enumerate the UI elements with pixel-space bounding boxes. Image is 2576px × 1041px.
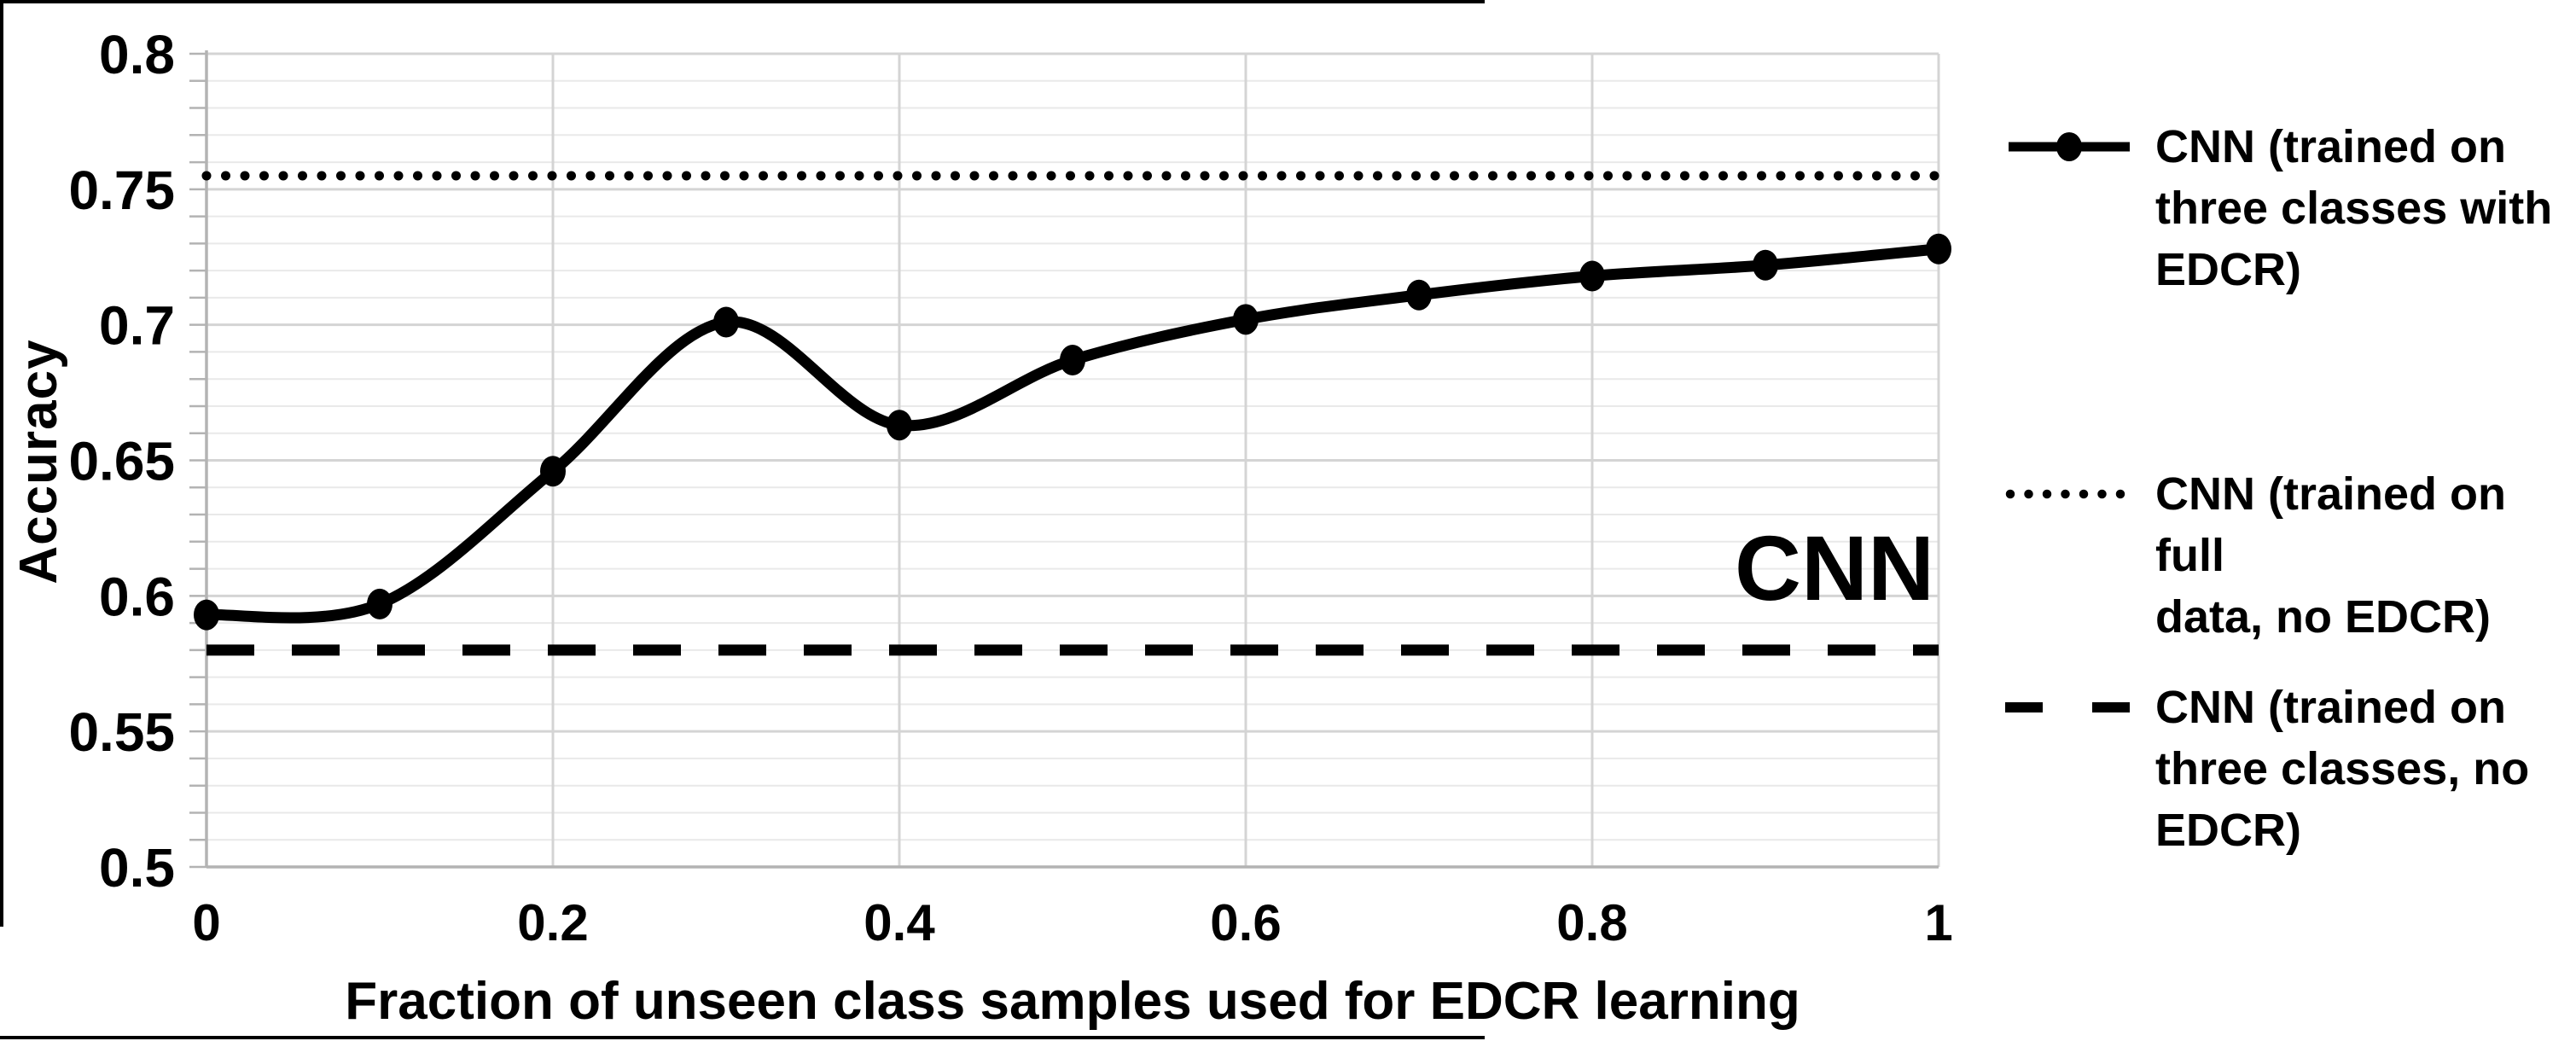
legend-label: CNN (trained on three classes, no EDCR)	[2155, 682, 2530, 856]
data-point-marker	[540, 456, 566, 487]
x-tick-label: 1	[1924, 894, 1952, 951]
page-left-rule	[0, 0, 3, 927]
data-point-marker	[1233, 304, 1259, 335]
y-axis-title: Accuracy	[9, 339, 68, 584]
page-top-rule	[0, 0, 1485, 3]
data-point-marker	[1926, 233, 1951, 265]
x-tick-label: 0	[192, 894, 220, 951]
data-point-marker	[1406, 279, 1432, 311]
chart-legend: CNN (trained on three classes with EDCR)…	[2005, 0, 2576, 1041]
data-point-marker	[1579, 260, 1605, 292]
data-point-marker	[367, 588, 393, 619]
legend-label: CNN (trained on three classes with EDCR)	[2155, 121, 2553, 295]
data-point-marker	[1753, 249, 1778, 281]
legend-item-cnn-three-classes: CNN (trained on three classes, no EDCR)	[2005, 677, 2576, 861]
y-tick-label: 0.7	[99, 295, 175, 357]
x-tick-label: 0.8	[1556, 894, 1627, 951]
x-tick-label: 0.2	[517, 894, 588, 951]
y-tick-label: 0.65	[68, 431, 175, 492]
x-axis-title: Fraction of unseen class samples used fo…	[345, 972, 1800, 1031]
dashed-line-icon	[2005, 702, 2133, 712]
y-tick-label: 0.6	[99, 566, 175, 627]
page-bottom-rule	[0, 1036, 1485, 1039]
y-tick-label: 0.8	[99, 24, 175, 85]
legend-item-cnn-full-data: CNN (trained on full data, no EDCR)	[2005, 463, 2576, 648]
solid-line-with-marker-icon	[2009, 132, 2130, 161]
y-tick-label: 0.55	[68, 701, 175, 763]
cnn-annotation: CNN	[1735, 516, 1934, 619]
data-point-marker	[713, 306, 739, 338]
x-tick-label: 0.4	[864, 894, 935, 951]
dotted-line-icon	[2005, 489, 2133, 499]
data-point-marker	[194, 599, 219, 631]
data-point-marker	[887, 410, 912, 441]
y-tick-label: 0.5	[99, 837, 175, 899]
legend-item-cnn-edcr: CNN (trained on three classes with EDCR)	[2005, 116, 2576, 300]
y-tick-label: 0.75	[68, 160, 175, 221]
x-tick-label: 0.6	[1210, 894, 1281, 951]
cnn-edcr-series-line	[201, 243, 1945, 624]
data-point-marker	[1060, 344, 1085, 375]
legend-label: CNN (trained on full data, no EDCR)	[2155, 468, 2506, 643]
